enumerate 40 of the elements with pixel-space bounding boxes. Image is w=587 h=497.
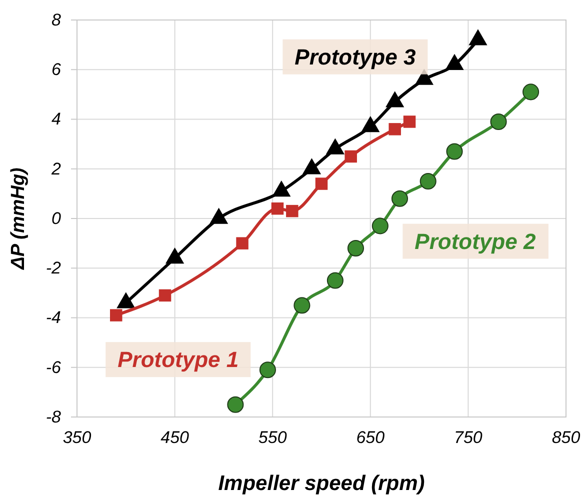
x-tick-label: 550 bbox=[258, 428, 288, 448]
point bbox=[490, 113, 507, 130]
y-tick-label: -2 bbox=[46, 258, 62, 278]
point bbox=[403, 116, 416, 128]
x-tick-label: 650 bbox=[356, 428, 386, 448]
point bbox=[446, 143, 463, 160]
point bbox=[315, 178, 328, 190]
point bbox=[286, 204, 298, 218]
y-tick-label: 2 bbox=[50, 159, 62, 178]
point bbox=[388, 123, 401, 136]
point bbox=[372, 218, 388, 234]
point bbox=[227, 396, 244, 413]
y-tick-label: 8 bbox=[52, 10, 62, 30]
x-tick-label: 450 bbox=[160, 428, 190, 448]
point bbox=[522, 84, 540, 100]
y-tick-label: 4 bbox=[52, 110, 61, 129]
y-tick-label: -8 bbox=[46, 407, 62, 426]
point bbox=[110, 309, 122, 322]
point bbox=[391, 190, 408, 207]
point bbox=[158, 289, 172, 302]
y-tick-label: -4 bbox=[46, 308, 61, 328]
y-tick-label: -6 bbox=[46, 358, 62, 377]
point bbox=[326, 272, 344, 289]
y-axis-title: ΔP (mmHg) bbox=[8, 168, 29, 270]
x-axis-title: Impeller speed (rpm) bbox=[218, 472, 425, 495]
point bbox=[347, 240, 364, 257]
series-label: Prototype 2 bbox=[414, 228, 536, 254]
series-label: Prototype 1 bbox=[118, 347, 239, 372]
x-tick-label: 350 bbox=[62, 428, 92, 448]
point bbox=[259, 362, 276, 378]
x-tick-label: 750 bbox=[454, 428, 483, 448]
point bbox=[236, 237, 248, 250]
point bbox=[271, 202, 284, 215]
x-tick-label: 850 bbox=[552, 428, 581, 448]
y-tick-label: 0 bbox=[52, 208, 62, 228]
point bbox=[420, 173, 436, 190]
series-label: Prototype 3 bbox=[294, 44, 416, 70]
point bbox=[344, 150, 357, 163]
y-tick-label: 6 bbox=[52, 60, 62, 80]
point bbox=[294, 297, 310, 314]
